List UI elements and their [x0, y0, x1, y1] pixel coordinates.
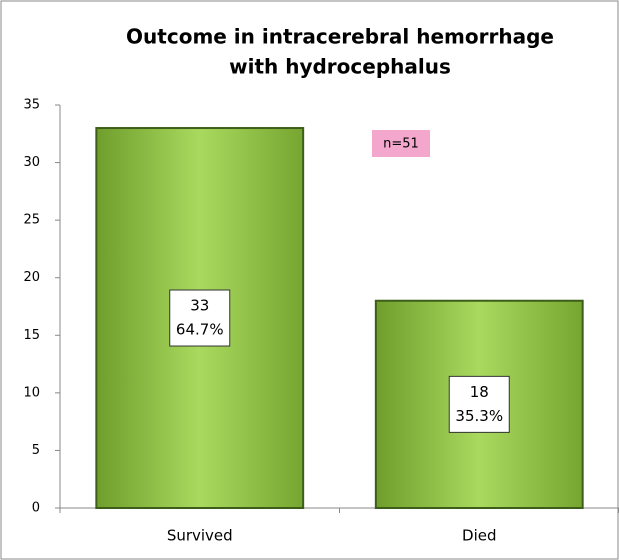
chart-title: Outcome in intracerebral hemorrhage — [126, 25, 554, 49]
y-tick-label: 20 — [23, 270, 40, 285]
y-tick-label: 5 — [32, 443, 40, 458]
x-tick-label: Died — [462, 527, 496, 545]
y-tick-label: 15 — [23, 328, 40, 343]
y-tick-label: 0 — [32, 501, 40, 516]
annotation: n=51 — [383, 137, 419, 152]
y-tick-label: 30 — [23, 155, 40, 170]
data-label-box — [448, 375, 510, 433]
percent-label: 64.7% — [176, 321, 224, 339]
data-label: 18 — [470, 383, 489, 401]
y-tick-label: 35 — [23, 98, 40, 113]
x-tick-label: Survived — [167, 527, 233, 545]
chart-title: with hydrocephalus — [229, 55, 451, 79]
y-tick-label: 10 — [23, 385, 40, 400]
data-label-box — [169, 289, 231, 347]
data-label: 33 — [190, 297, 209, 315]
annotation-box — [372, 130, 430, 157]
y-tick-label: 25 — [23, 213, 40, 228]
percent-label: 35.3% — [455, 407, 503, 425]
